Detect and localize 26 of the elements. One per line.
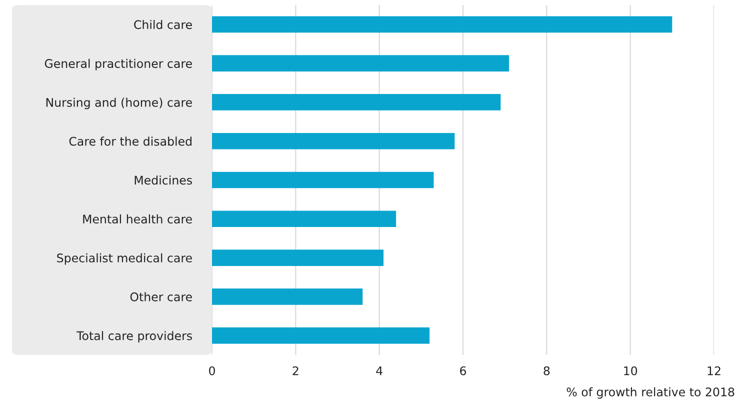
x-tick-label: 8: [544, 366, 550, 376]
y-tick-label: Child care: [134, 20, 192, 30]
y-tick-label: Total care providers: [76, 331, 192, 342]
bar: [212, 172, 434, 188]
bar: [212, 16, 672, 33]
bar: [212, 132, 455, 150]
x-tick-label: 6: [460, 366, 466, 376]
x-tick-label: 0: [209, 366, 215, 376]
bar: [212, 250, 384, 266]
bar: [212, 94, 501, 110]
x-tick-label: 2: [292, 366, 298, 376]
y-tick-label: Mental health care: [83, 214, 192, 224]
x-tick-label: 10: [624, 366, 638, 376]
y-tick-label: Specialist medical care: [57, 253, 192, 265]
x-axis-title: % of growth relative to 2018: [566, 387, 734, 399]
y-tick-label: General practitioner care: [44, 58, 192, 70]
y-tick-label: Other care: [130, 292, 192, 302]
bar: [212, 288, 363, 305]
y-tick-label: Care for the disabled: [69, 136, 192, 146]
bar: [212, 327, 430, 344]
bar: [212, 210, 396, 228]
y-tick-label: Medicines: [134, 176, 192, 185]
x-tick-label: 12: [708, 366, 720, 376]
bar: [212, 55, 510, 72]
y-tick-label: Nursing and (home) care: [46, 98, 192, 110]
x-tick-label: 4: [376, 366, 382, 376]
